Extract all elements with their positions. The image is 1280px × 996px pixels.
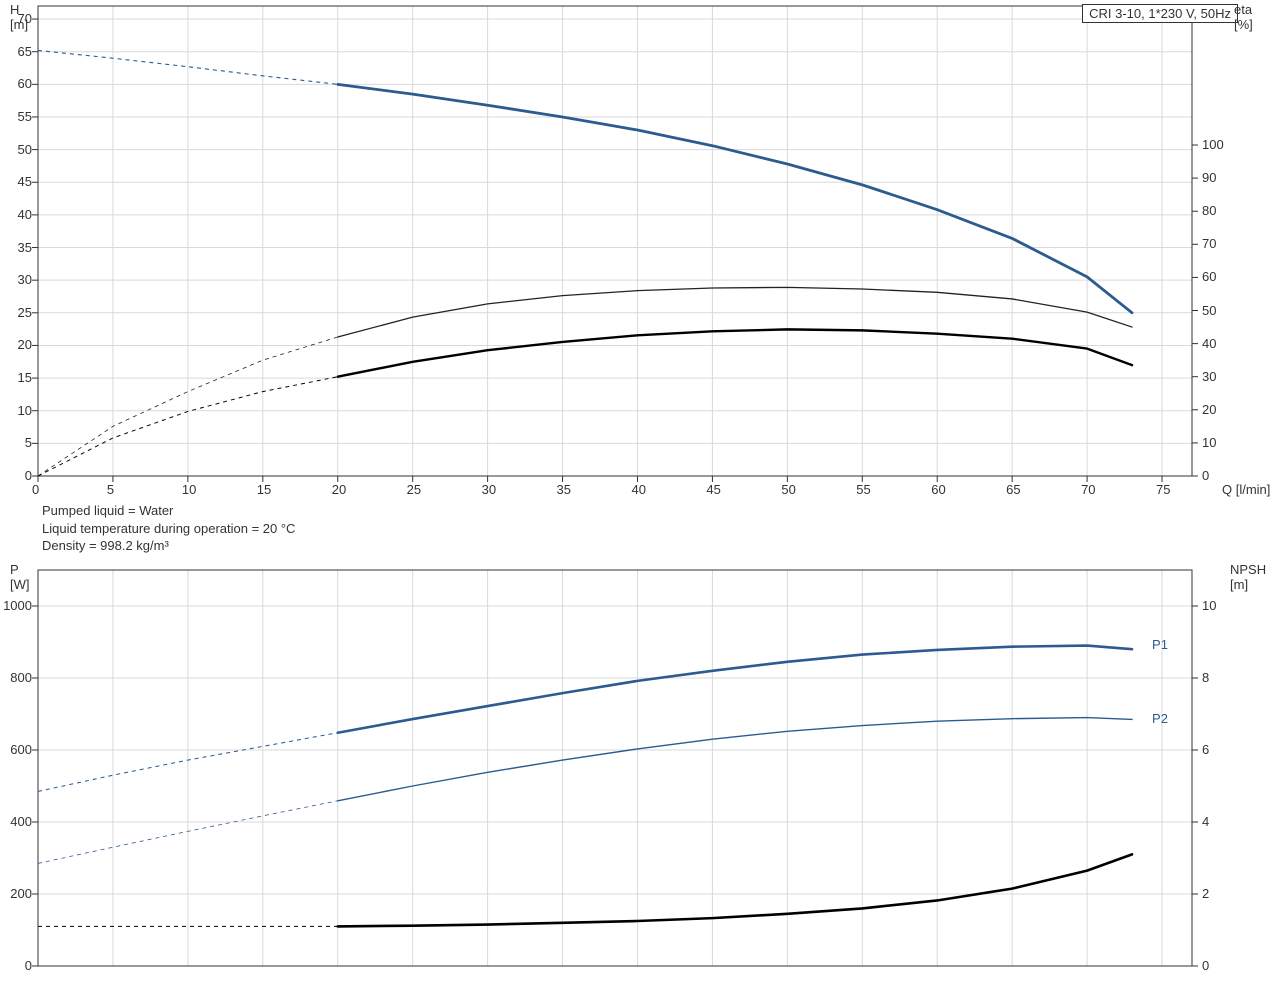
y-left-tick: 45 [10, 174, 32, 189]
x-tick: 5 [107, 482, 114, 497]
y-right-tick: 100 [1202, 137, 1224, 152]
y-right-tick: 10 [1202, 598, 1216, 613]
y-left-tick: 50 [10, 142, 32, 157]
axis-label: eta [1234, 2, 1252, 17]
axis-label: [%] [1234, 17, 1253, 32]
x-tick: 20 [332, 482, 346, 497]
y-left-tick: 30 [10, 272, 32, 287]
y-left-tick: 55 [10, 109, 32, 124]
x-axis-label: Q [l/min] [1222, 482, 1270, 497]
x-tick: 35 [557, 482, 571, 497]
y-right-tick: 70 [1202, 236, 1216, 251]
x-tick: 60 [931, 482, 945, 497]
x-tick: 15 [257, 482, 271, 497]
x-tick: 50 [781, 482, 795, 497]
y-right-tick: 80 [1202, 203, 1216, 218]
y-right-tick: 4 [1202, 814, 1209, 829]
y-right-tick: 10 [1202, 435, 1216, 450]
y-left-tick: 0 [10, 468, 32, 483]
pump-curves-svg [0, 0, 1280, 996]
y-left-tick: 600 [0, 742, 32, 757]
x-tick: 55 [856, 482, 870, 497]
y-right-tick: 6 [1202, 742, 1209, 757]
y-left-tick: 5 [10, 435, 32, 450]
x-tick: 0 [32, 482, 39, 497]
y-left-tick: 60 [10, 76, 32, 91]
x-tick: 10 [182, 482, 196, 497]
x-tick: 75 [1156, 482, 1170, 497]
y-left-tick: 400 [0, 814, 32, 829]
axis-label: [m] [10, 17, 28, 32]
y-right-tick: 2 [1202, 886, 1209, 901]
x-tick: 45 [706, 482, 720, 497]
y-left-tick: 0 [0, 958, 32, 973]
y-left-tick: 800 [0, 670, 32, 685]
y-right-tick: 20 [1202, 402, 1216, 417]
axis-label: P [10, 562, 19, 577]
y-right-tick: 40 [1202, 336, 1216, 351]
axis-label: [W] [10, 577, 30, 592]
y-left-tick: 20 [10, 337, 32, 352]
y-right-tick: 0 [1202, 468, 1209, 483]
y-left-tick: 40 [10, 207, 32, 222]
y-left-tick: 35 [10, 240, 32, 255]
y-right-tick: 60 [1202, 269, 1216, 284]
y-left-tick: 10 [10, 403, 32, 418]
y-left-tick: 200 [0, 886, 32, 901]
y-left-tick: 65 [10, 44, 32, 59]
x-tick: 70 [1081, 482, 1095, 497]
x-tick: 65 [1006, 482, 1020, 497]
x-tick: 40 [631, 482, 645, 497]
axis-label: NPSH [1230, 562, 1266, 577]
pump-info: Pumped liquid = WaterLiquid temperature … [42, 502, 295, 555]
x-tick: 30 [482, 482, 496, 497]
y-right-tick: 8 [1202, 670, 1209, 685]
y-left-tick: 25 [10, 305, 32, 320]
series-label-p2: P2 [1152, 711, 1168, 726]
y-right-tick: 90 [1202, 170, 1216, 185]
y-right-tick: 30 [1202, 369, 1216, 384]
y-left-tick: 15 [10, 370, 32, 385]
axis-label: H [10, 2, 19, 17]
y-right-tick: 50 [1202, 303, 1216, 318]
series-label-p1: P1 [1152, 637, 1168, 652]
x-tick: 25 [407, 482, 421, 497]
y-left-tick: 1000 [0, 598, 32, 613]
y-right-tick: 0 [1202, 958, 1209, 973]
axis-label: [m] [1230, 577, 1248, 592]
chart-title: CRI 3-10, 1*230 V, 50Hz [1082, 4, 1238, 23]
